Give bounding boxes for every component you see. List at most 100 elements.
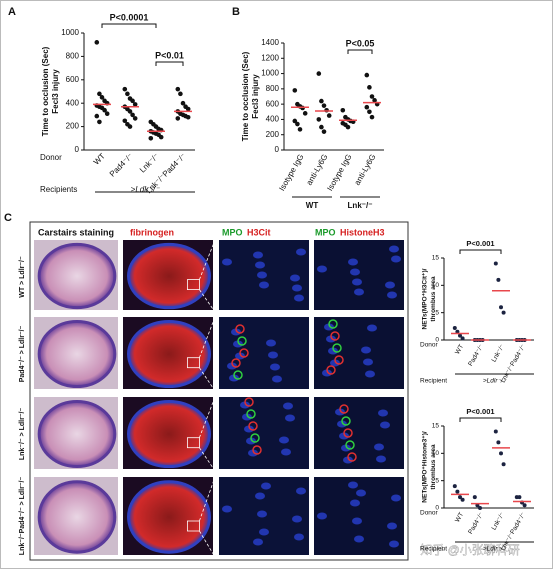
zoom-box [186,520,200,532]
net-signal [326,365,336,375]
x-tick-label: WT [454,343,465,355]
group-label: Lnk⁻/⁻ [348,201,373,210]
nucleus [324,323,334,331]
nucleus [292,515,302,523]
column-header: MPO [222,227,243,237]
x-tick-label: Lnk⁻/⁻ [491,343,507,364]
nucleus [322,369,332,377]
data-point [132,102,138,107]
nucleus [317,265,327,273]
recipient-label: Recipient [420,546,447,553]
watermark: 知乎 @小张聊科研 [420,543,520,557]
nucleus [294,294,304,302]
y-tick-label: 1200 [261,53,279,62]
data-point [180,100,186,106]
data-point [104,111,110,117]
thrombus [37,319,117,389]
data-point [460,497,465,502]
data-point [493,429,498,434]
thrombus [37,480,117,554]
data-point [369,114,375,120]
nucleus [317,512,327,520]
column-header: fibrinogen [130,227,174,237]
nucleus [248,449,258,457]
recipient-label: Recipients [40,185,77,194]
data-point [302,111,308,116]
nucleus [354,535,364,543]
nucleus [255,492,265,500]
nucleus [385,281,395,289]
nucleus [235,352,245,360]
data-point [340,107,346,113]
data-point [295,121,300,127]
data-point [517,495,522,500]
nucleus [352,517,362,525]
nucleus [330,359,340,367]
y-tick-label: 10 [432,450,440,457]
y-tick-label: 600 [266,99,280,108]
data-point [499,451,503,456]
micrograph [314,397,404,469]
y-tick-label: 0 [435,505,439,512]
nucleus [259,281,269,289]
data-point [148,136,154,141]
nucleus [374,443,384,451]
micrograph [314,240,404,310]
zoom-line [199,316,216,358]
data-point [345,124,351,130]
x-tick-label: Lnk⁻/⁻ [491,511,507,532]
row-label: Lnk⁻/⁻ > Ldlr⁻/⁻ [19,408,26,461]
group-label: WT [306,201,319,210]
net-signal [347,452,357,462]
y-tick-label: 400 [266,115,280,124]
data-point [125,91,130,97]
micrographs [34,239,404,558]
significance-label: P<0.001 [466,239,494,248]
nucleus [233,340,243,348]
nucleus [348,258,358,266]
y-tick-label: 0 [75,145,80,154]
nucleus [255,261,265,269]
y-tick-label: 10 [432,282,440,289]
nucleus [253,538,263,546]
recipient-value: >Ldlr⁻/⁻ [483,546,507,553]
data-point [369,94,375,99]
data-point [97,91,102,97]
y-axis-label: Time to occlusion (Sec) [241,51,250,141]
data-point [319,98,324,104]
thrombus [37,242,117,310]
data-point [324,107,329,113]
nucleus [363,358,373,366]
zoom-line [199,239,216,280]
data-point [175,86,181,92]
data-point [321,103,327,108]
data-point [319,124,324,130]
zoom-box [186,357,200,369]
x-tick-label: Pad4⁻/⁻ [467,343,485,368]
nucleus [261,482,271,490]
x-tick-label: WT [454,511,465,523]
x-tick-label: Pad4⁻/⁻ [467,511,485,536]
significance-bracket [459,249,502,254]
nucleus [391,255,401,263]
significance-label: P<0.05 [346,38,375,48]
data-point [158,134,164,140]
nucleus [244,425,254,433]
data-point [102,107,107,113]
data-point [99,95,105,100]
nucleus [389,540,399,548]
y-tick-label: 400 [66,98,80,107]
data-point [364,72,370,78]
y-tick-label: 1400 [261,38,279,47]
nucleus [350,499,360,507]
data-point [127,124,133,129]
nucleus [283,402,293,410]
nucleus [387,522,397,530]
panel-label: C [4,212,12,224]
y-tick-label: 15 [432,423,440,430]
significance-bracket [101,23,157,28]
image-box [29,221,409,561]
recipient-value: >Ldlr⁻/⁻ [131,185,160,194]
net-signal [250,433,260,443]
y-tick-label: 800 [266,84,280,93]
